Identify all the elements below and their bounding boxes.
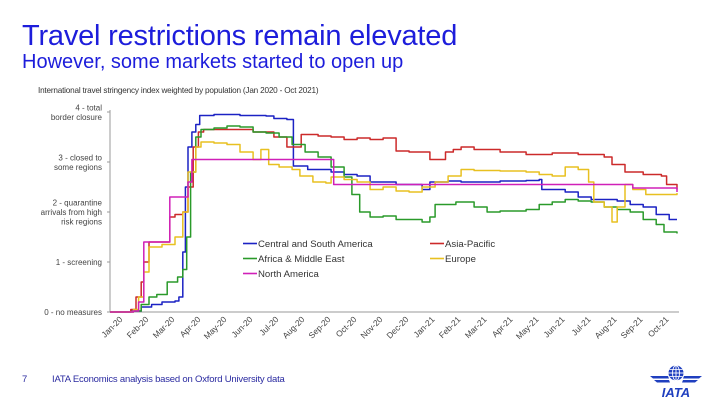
legend-item: Europe	[430, 254, 476, 265]
x-tick-label: Apr-21	[490, 314, 515, 339]
y-tick-label: border closure	[51, 113, 103, 122]
series-line-asia-pacific	[110, 128, 678, 313]
source-note: IATA Economics analysis based on Oxford …	[52, 374, 285, 385]
x-tick-label: Mar-20	[151, 314, 177, 340]
x-tick-label: Aug-21	[592, 314, 618, 340]
chart-title: International travel stringency index we…	[38, 86, 319, 95]
globe-icon	[668, 365, 684, 381]
iata-logo: IATA	[650, 365, 702, 400]
legend-label: Europe	[445, 254, 476, 265]
x-tick-label: Sep-20	[306, 314, 332, 340]
x-tick-label: Jul-20	[257, 314, 280, 337]
page-number: 7	[22, 374, 28, 385]
x-tick-label: Dec-20	[384, 314, 410, 340]
legend-item: Central and South America	[243, 239, 373, 250]
y-tick-label: 1 - screening	[56, 258, 102, 267]
axes	[107, 110, 679, 313]
y-tick-label: some regions	[54, 163, 102, 172]
legend-label: North America	[258, 269, 319, 280]
x-tick-label: Apr-20	[178, 314, 203, 339]
series-lines	[110, 113, 678, 313]
slide-subtitle: However, some markets started to open up	[22, 51, 404, 73]
x-tick-label: Mar-21	[463, 314, 489, 340]
x-tick-label: Sep-21	[618, 314, 644, 340]
y-tick-label: 2 - quarantine	[53, 199, 103, 208]
series-line-north-america	[110, 158, 678, 313]
x-tick-label: May-20	[202, 314, 229, 341]
x-tick-label: Aug-20	[280, 314, 306, 340]
x-tick-label: Jan-21	[411, 314, 436, 339]
x-tick-label: Jul-21	[569, 314, 592, 337]
legend: Central and South America Asia-Pacific Afr…	[243, 239, 495, 280]
wings-icon	[650, 376, 702, 383]
slide-title: Travel restrictions remain elevated	[22, 20, 458, 52]
x-tick-label: Nov-20	[358, 314, 384, 340]
x-axis-labels: Jan-20 Feb-20 Mar-20 Apr-20 May-20 Jun-20 Jul-…	[99, 314, 671, 341]
legend-item: Asia-Pacific	[430, 239, 495, 250]
y-tick-label: arrivals from high	[41, 208, 102, 217]
x-tick-label: Jun-20	[229, 314, 254, 339]
logo-text: IATA	[662, 385, 690, 400]
legend-item: Africa & Middle East	[243, 254, 345, 265]
y-tick-label: 3 - closed to	[58, 153, 102, 162]
y-tick-label: risk regions	[61, 218, 102, 227]
legend-label: Africa & Middle East	[258, 254, 345, 265]
x-tick-label: Feb-21	[437, 314, 463, 340]
x-tick-label: May-21	[514, 314, 541, 341]
x-tick-label: Oct-20	[334, 314, 359, 339]
x-tick-label: Jun-21	[541, 314, 566, 339]
y-tick-label: 4 - total	[75, 103, 102, 112]
legend-label: Central and South America	[258, 239, 373, 250]
series-line-africa-middle-east	[110, 125, 678, 313]
series-line-europe	[110, 141, 678, 313]
y-tick-label: 0 - no measures	[44, 308, 102, 317]
x-tick-label: Feb-20	[125, 314, 151, 340]
legend-label: Asia-Pacific	[445, 239, 495, 250]
x-tick-label: Oct-21	[646, 314, 671, 339]
legend-item: North America	[243, 269, 319, 280]
x-tick-label: Jan-20	[99, 314, 124, 339]
